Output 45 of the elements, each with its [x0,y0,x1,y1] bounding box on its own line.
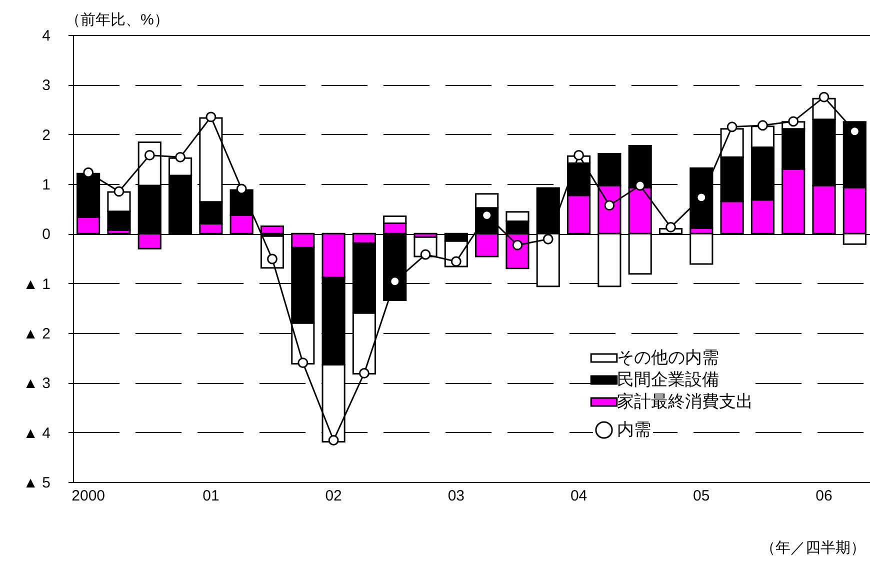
legend-label: 民間企業設備 [617,370,719,389]
y-tick-label: ▲ 1 [23,276,50,293]
x-tick-label: 03 [448,488,465,504]
point [666,222,676,232]
point [788,116,799,127]
point [236,184,247,194]
x-tick-label: 2000 [72,488,106,504]
y-tick-label: ▲ 3 [23,375,50,392]
y-tick-label: 2 [42,126,50,144]
y-tick-label: ▲ 4 [23,424,50,442]
point [420,249,431,260]
x-tick-label: 01 [202,488,220,504]
point [114,186,124,197]
point [542,234,554,244]
point [298,358,308,368]
point [267,254,278,264]
y-tick-label: ▲ 2 [23,326,50,342]
legend-label: 家計最終消費支出 [617,392,753,411]
point [512,240,523,250]
legend-label: その他の内需 [617,348,719,367]
y-tick-label: ▲ 5 [23,474,50,492]
legend-label: 内需 [617,420,651,439]
y-tick-label: 0 [42,226,50,244]
y-axis-title: （前年比、%） [66,12,169,28]
point [604,200,615,211]
point [206,112,216,122]
point [634,180,646,191]
y-tick-label: 3 [42,77,50,94]
point [83,167,94,178]
point [358,368,370,378]
point [328,435,339,446]
point [144,150,155,160]
point [818,92,830,102]
x-tick-label: 04 [570,488,588,504]
point [574,150,584,160]
point [450,256,462,267]
point [726,122,738,132]
x-tick-label: 05 [693,488,710,504]
y-tick-label: 4 [42,28,50,44]
point [175,152,186,162]
point [757,120,768,131]
y-tick-label: 1 [42,176,50,194]
x-tick-label: 02 [325,488,342,504]
x-tick-label: 06 [816,488,832,504]
x-axis-title: （年／四半期） [760,540,866,556]
